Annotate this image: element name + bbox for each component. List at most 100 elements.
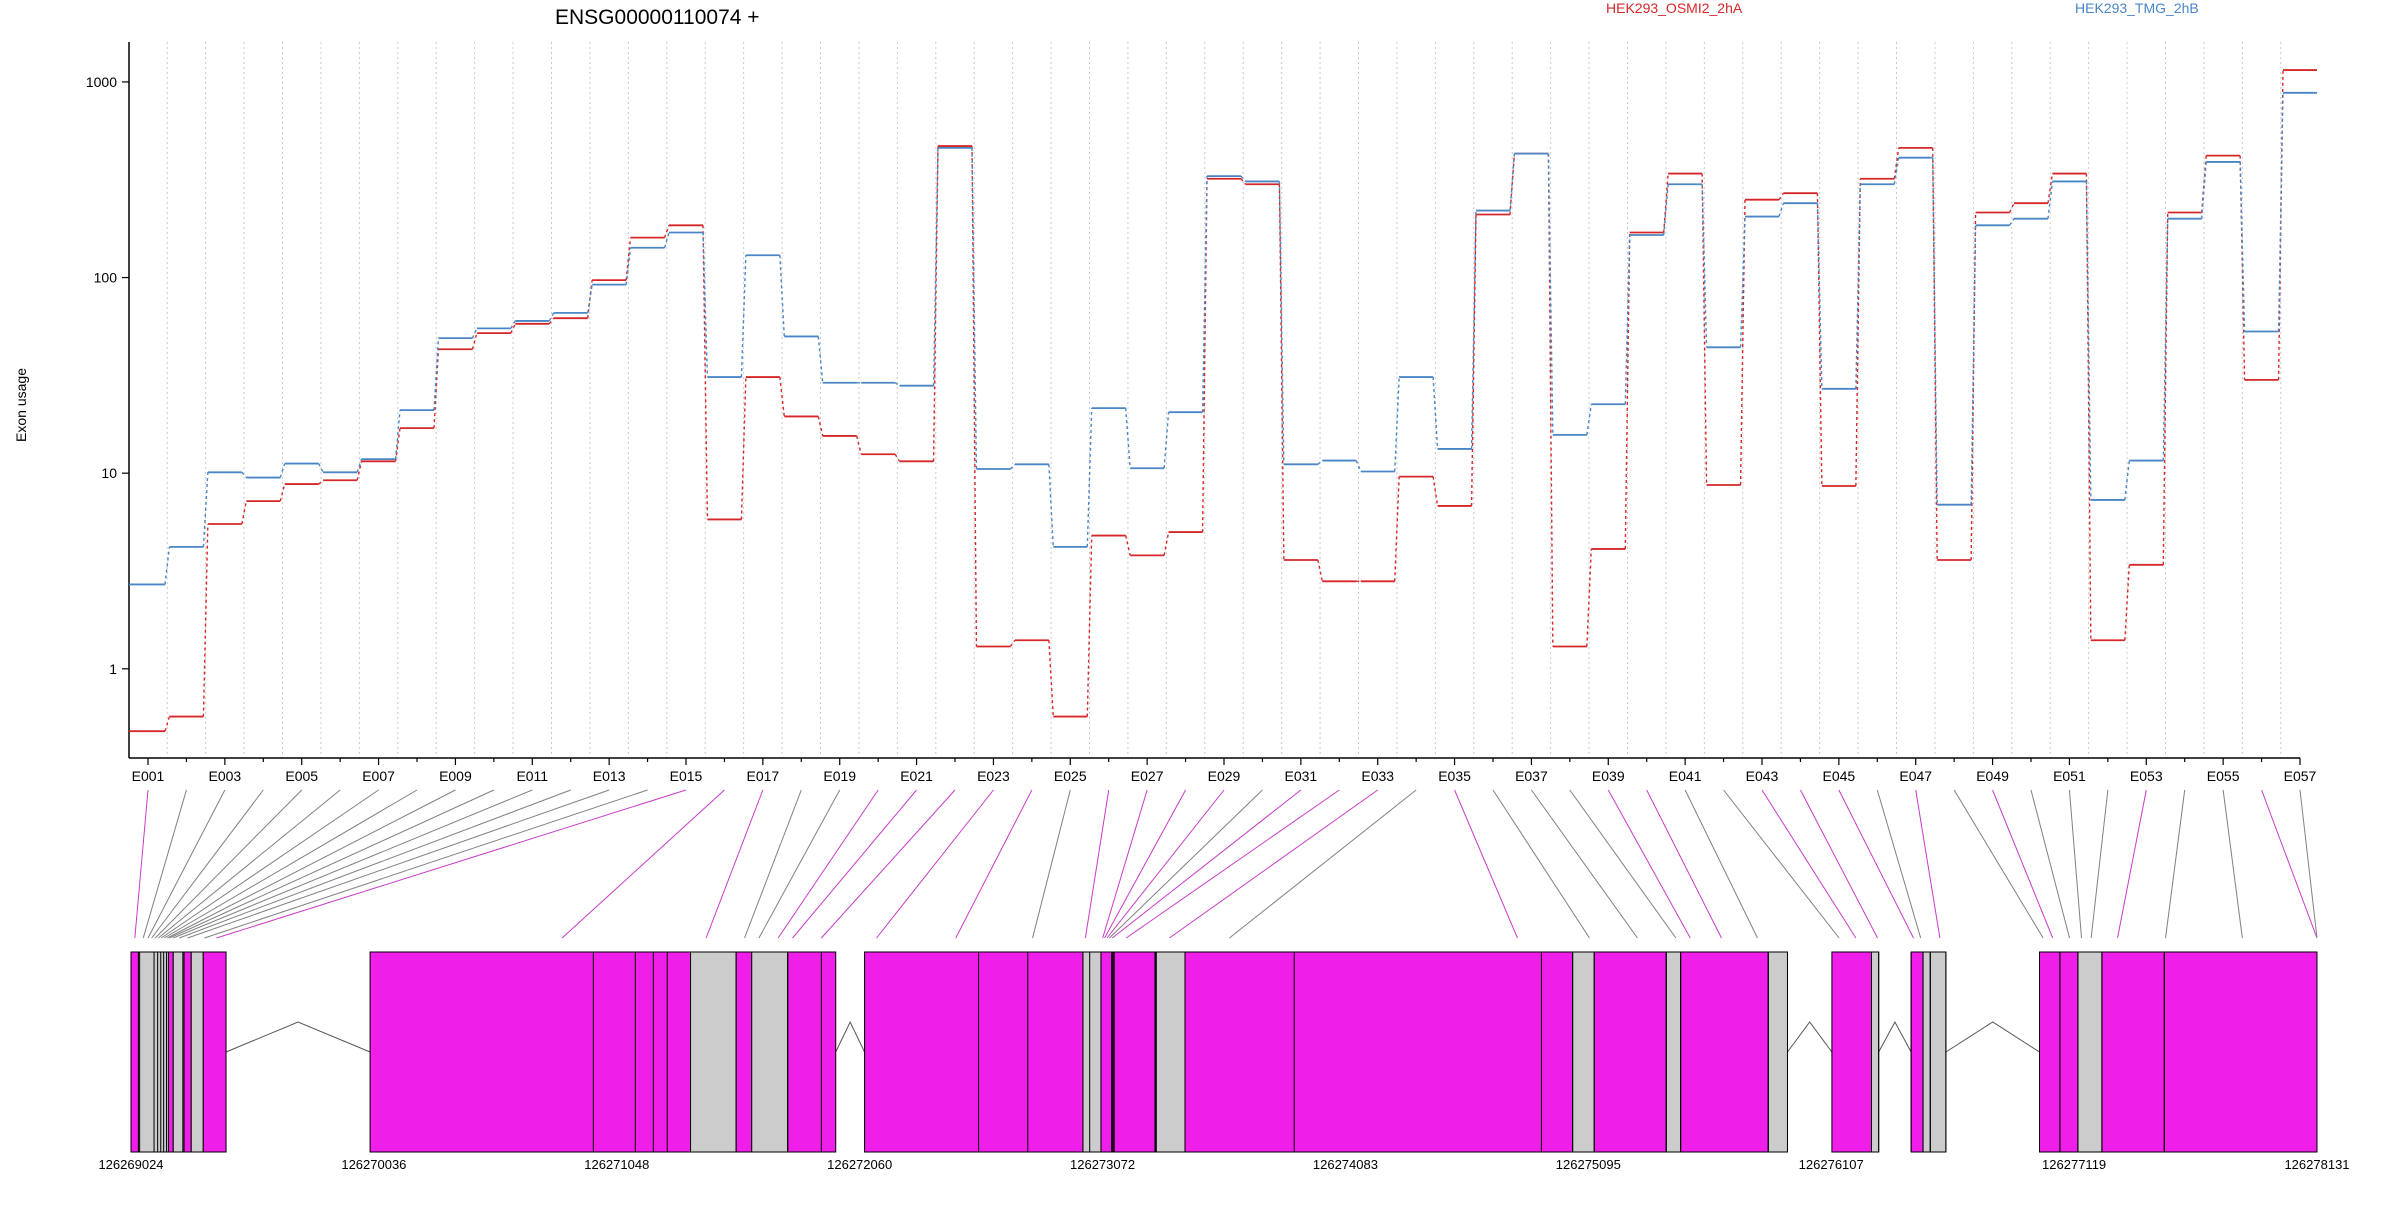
series-connector xyxy=(1432,377,1439,449)
series-connector xyxy=(241,471,247,478)
coordinate-label: 126275095 xyxy=(1556,1157,1621,1172)
exon-segment xyxy=(1922,951,1931,1153)
series-connector xyxy=(1201,176,1208,413)
series-connector xyxy=(779,376,785,417)
intron-line xyxy=(225,1021,371,1053)
exon-connector-line xyxy=(2261,789,2318,939)
exon-connector-line xyxy=(1104,789,1187,939)
series-connector xyxy=(1547,153,1554,435)
series-connector xyxy=(1663,173,1669,233)
exon-segment xyxy=(1184,951,1574,1153)
exon-segment xyxy=(1680,951,1769,1153)
exon-connector-line xyxy=(179,789,571,939)
x-tick-label: E043 xyxy=(1746,768,1779,784)
series-connector xyxy=(1932,157,1938,505)
coordinate-label: 126270036 xyxy=(341,1157,406,1172)
series-connector xyxy=(1163,412,1170,469)
exon-segment xyxy=(1111,951,1157,1153)
exon-connector-line xyxy=(1169,789,1379,939)
exon-connector-line xyxy=(1084,789,1110,939)
coordinate-label: 126271048 xyxy=(584,1157,649,1172)
series-connector xyxy=(241,500,247,525)
exon-connector-line xyxy=(1992,789,2054,939)
series-connector xyxy=(202,472,209,547)
x-tick-label: E001 xyxy=(132,768,165,784)
x-tick-label: E021 xyxy=(900,768,933,784)
series-connector xyxy=(164,546,171,585)
exon-connector-line xyxy=(1761,789,1857,939)
exon-connector-line xyxy=(820,789,956,939)
series-tmg xyxy=(129,91,2317,586)
x-tick-label: E037 xyxy=(1515,768,1548,784)
coordinate-label: 126273072 xyxy=(1070,1157,1135,1172)
x-tick-label: E023 xyxy=(977,768,1010,784)
series-connector xyxy=(894,453,901,462)
exon-segment xyxy=(690,951,737,1153)
series-connector xyxy=(318,463,324,473)
exon-segment xyxy=(1665,951,1682,1153)
grid-layer xyxy=(166,42,2282,758)
series-connector xyxy=(1240,178,1246,185)
exon-connector-line xyxy=(173,789,533,939)
legend-series-tmg: HEK293_TMG_2hB xyxy=(2075,0,2199,16)
exon-connector-line xyxy=(160,789,379,939)
series-connector xyxy=(702,232,709,378)
series-connector xyxy=(1009,463,1016,470)
exon-segment xyxy=(167,951,174,1153)
exon-connector-line xyxy=(2165,789,2186,939)
x-tick-label: E051 xyxy=(2053,768,2086,784)
exon-connector-line xyxy=(792,789,917,939)
series-connector xyxy=(1586,548,1592,647)
exon-segment xyxy=(1082,951,1102,1153)
series-connector xyxy=(1394,377,1400,472)
exon-connector-line xyxy=(1102,789,1148,939)
coordinate-label: 126278131 xyxy=(2284,1157,2349,1172)
x-tick-label: E055 xyxy=(2207,768,2240,784)
series-connector xyxy=(1086,535,1093,717)
exon-segment xyxy=(735,951,753,1153)
series-connector xyxy=(1816,203,1823,389)
x-tick-label: E003 xyxy=(209,768,242,784)
series-connector xyxy=(2047,173,2054,204)
series-connector xyxy=(356,458,363,473)
series-connector xyxy=(1355,460,1362,472)
series-connector xyxy=(1163,531,1170,556)
x-tick-label: E049 xyxy=(1976,768,2009,784)
exon-segment xyxy=(2059,951,2079,1153)
x-tick-label: E017 xyxy=(747,768,780,784)
x-tick-label: E039 xyxy=(1592,768,1625,784)
intron-line xyxy=(1945,1021,2040,1053)
x-tick-label: E013 xyxy=(593,768,626,784)
x-tick-label: E031 xyxy=(1285,768,1318,784)
y-tick-label: 100 xyxy=(94,270,118,286)
exon-connector-line xyxy=(1229,789,1417,939)
exon-segment xyxy=(1910,951,1924,1153)
connector-layer xyxy=(134,789,2318,939)
legend-series-osmi2: HEK293_OSMI2_2hA xyxy=(1606,0,1743,16)
series-connector xyxy=(1778,192,1785,201)
series-connector xyxy=(1278,184,1285,560)
series-connector xyxy=(1893,157,1900,185)
exon-segment xyxy=(1155,951,1186,1153)
exon-connector-line xyxy=(1684,789,1758,939)
series-connector xyxy=(548,317,555,325)
series-connector xyxy=(279,463,286,478)
exon-connector-line xyxy=(204,789,648,939)
exon-connector-line xyxy=(744,789,802,939)
series-connector xyxy=(1586,404,1592,435)
exon-connector-line xyxy=(1106,789,1225,939)
exon-connector-line xyxy=(2030,789,2071,939)
series-connector xyxy=(510,320,516,329)
exon-connector-line xyxy=(142,789,187,939)
exon-segment xyxy=(787,951,837,1153)
coordinate-label: 126272060 xyxy=(827,1157,892,1172)
exon-segment xyxy=(751,951,789,1153)
y-tick-label: 10 xyxy=(101,465,117,481)
series-connector xyxy=(932,147,939,386)
exon-connector-line xyxy=(1953,789,2044,939)
exon-connector-line xyxy=(187,789,610,939)
exon-connector-line xyxy=(561,789,725,939)
exon-connector-line xyxy=(169,789,495,939)
x-tick-label: E007 xyxy=(362,768,395,784)
series-connector xyxy=(2008,202,2015,213)
